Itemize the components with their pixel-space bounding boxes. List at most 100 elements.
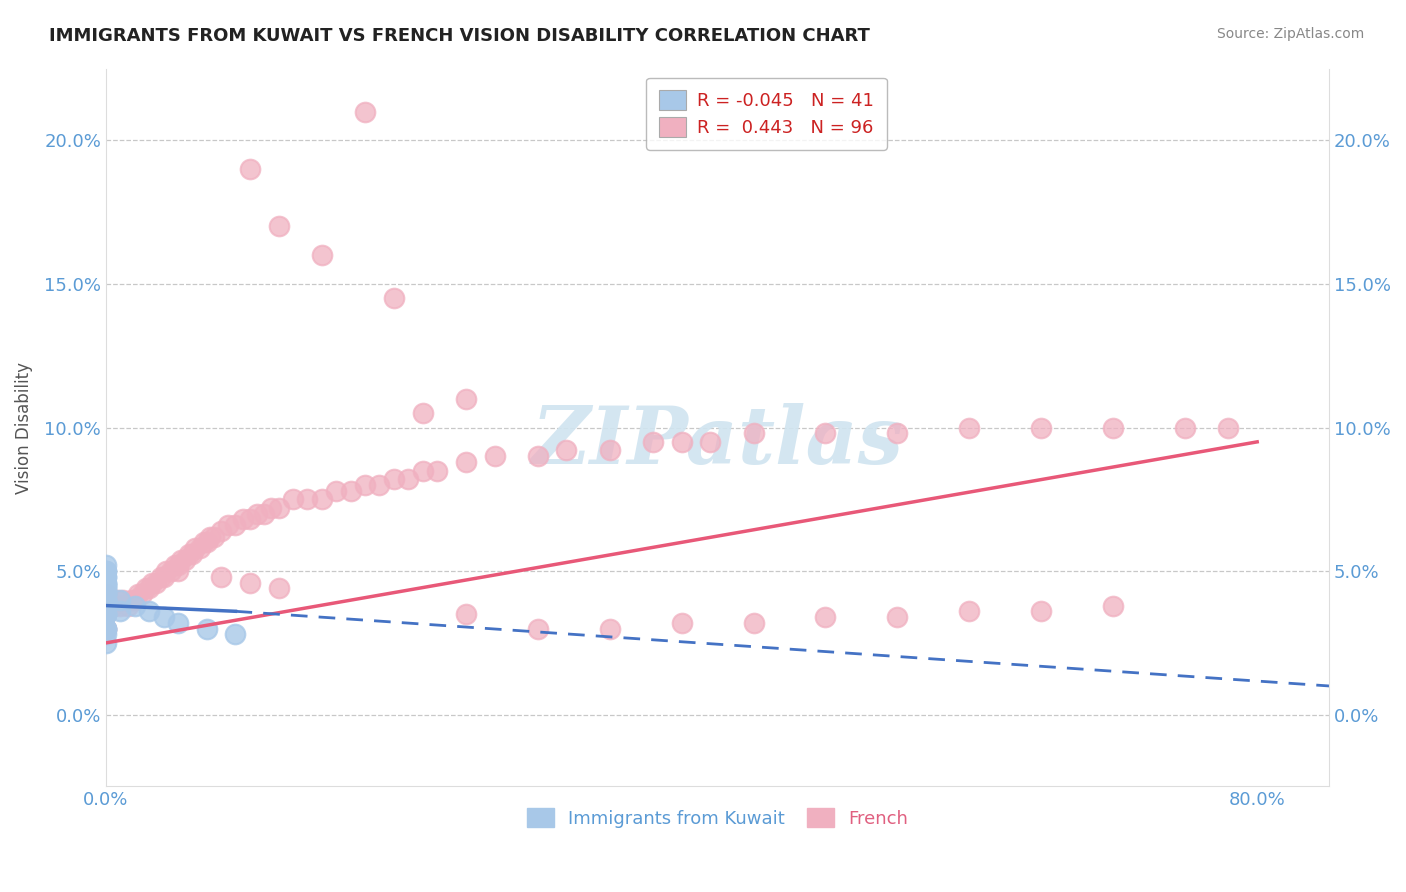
Point	[1102, 420, 1125, 434]
Point	[94, 587, 117, 601]
Point	[127, 587, 149, 601]
Point	[742, 615, 765, 630]
Point	[94, 570, 117, 584]
Point	[368, 478, 391, 492]
Point	[339, 483, 361, 498]
Point	[124, 599, 146, 613]
Point	[94, 587, 117, 601]
Point	[112, 592, 135, 607]
Point	[145, 575, 167, 590]
Point	[94, 592, 117, 607]
Point	[253, 507, 276, 521]
Point	[94, 599, 117, 613]
Point	[742, 426, 765, 441]
Point	[184, 541, 207, 555]
Point	[94, 607, 117, 622]
Point	[239, 512, 262, 526]
Point	[159, 564, 181, 578]
Point	[94, 607, 117, 622]
Point	[174, 552, 197, 566]
Point	[94, 592, 117, 607]
Point	[94, 578, 117, 592]
Point	[110, 592, 132, 607]
Point	[94, 622, 117, 636]
Point	[94, 627, 117, 641]
Point	[454, 392, 477, 406]
Point	[94, 622, 117, 636]
Point	[671, 615, 693, 630]
Point	[94, 592, 117, 607]
Point	[167, 615, 190, 630]
Point	[188, 541, 211, 555]
Point	[94, 592, 117, 607]
Point	[526, 449, 548, 463]
Point	[94, 607, 117, 622]
Point	[94, 564, 117, 578]
Point	[1102, 599, 1125, 613]
Point	[814, 426, 837, 441]
Point	[181, 547, 204, 561]
Point	[155, 564, 177, 578]
Point	[957, 420, 980, 434]
Point	[110, 599, 132, 613]
Point	[198, 530, 221, 544]
Point	[152, 570, 174, 584]
Point	[454, 455, 477, 469]
Point	[217, 518, 239, 533]
Point	[179, 547, 201, 561]
Point	[94, 587, 117, 601]
Point	[94, 578, 117, 592]
Y-axis label: Vision Disability: Vision Disability	[15, 361, 32, 493]
Point	[209, 570, 232, 584]
Point	[599, 622, 621, 636]
Point	[1031, 420, 1053, 434]
Point	[297, 492, 319, 507]
Point	[396, 472, 419, 486]
Point	[94, 622, 117, 636]
Point	[555, 443, 578, 458]
Point	[224, 518, 246, 533]
Point	[239, 575, 262, 590]
Point	[599, 443, 621, 458]
Point	[101, 599, 124, 613]
Point	[311, 492, 333, 507]
Point	[886, 426, 908, 441]
Point	[107, 592, 129, 607]
Point	[260, 500, 283, 515]
Point	[202, 530, 225, 544]
Point	[163, 558, 186, 573]
Point	[454, 607, 477, 622]
Point	[325, 483, 347, 498]
Point	[131, 587, 153, 601]
Point	[170, 552, 193, 566]
Point	[94, 558, 117, 573]
Point	[267, 500, 290, 515]
Point	[94, 607, 117, 622]
Point	[135, 582, 157, 596]
Point	[195, 622, 218, 636]
Point	[195, 535, 218, 549]
Point	[94, 636, 117, 650]
Point	[382, 472, 405, 486]
Point	[224, 627, 246, 641]
Point	[110, 604, 132, 618]
Point	[814, 610, 837, 624]
Point	[382, 291, 405, 305]
Point	[94, 599, 117, 613]
Point	[94, 622, 117, 636]
Point	[94, 599, 117, 613]
Point	[886, 610, 908, 624]
Point	[94, 607, 117, 622]
Point	[412, 464, 434, 478]
Point	[209, 524, 232, 538]
Point	[94, 584, 117, 599]
Point	[94, 582, 117, 596]
Point	[94, 599, 117, 613]
Point	[426, 464, 449, 478]
Point	[138, 582, 160, 596]
Point	[167, 558, 190, 573]
Point	[957, 604, 980, 618]
Point	[267, 582, 290, 596]
Point	[246, 507, 269, 521]
Point	[121, 592, 143, 607]
